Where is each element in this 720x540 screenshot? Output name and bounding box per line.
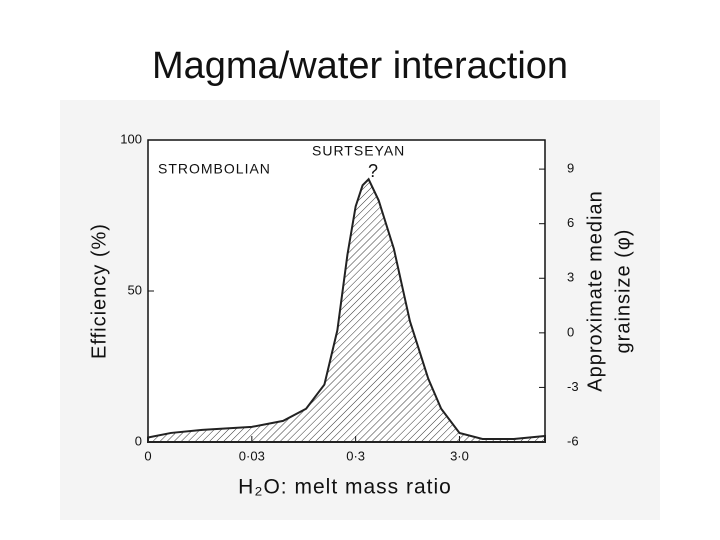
slide-title: Magma/water interaction (152, 45, 568, 87)
x-axis-label: H₂O: melt mass ratio (238, 476, 452, 499)
y2-tick-label: -3 (567, 379, 579, 394)
x-tick-label: 0·3 (346, 448, 365, 463)
y2-tick-label: 9 (567, 161, 574, 176)
y2-axis-label: grainsize (φ) (612, 229, 634, 354)
annotation: SURTSEYAN (312, 143, 405, 159)
area (147, 177, 546, 443)
y2-tick-label: -6 (567, 433, 579, 448)
y2-tick-label: 6 (567, 215, 574, 230)
y2-tick-label: 0 (567, 324, 574, 339)
y2-axis-label: Approximate median (584, 190, 606, 391)
y-axis-label: Efficiency (%) (88, 223, 110, 359)
y-tick-label: 0 (135, 433, 142, 448)
annotation: STROMBOLIAN (158, 161, 271, 177)
y-tick-label: 50 (128, 282, 142, 297)
annotation: ? (368, 161, 379, 181)
x-tick-label: 3·0 (450, 448, 469, 463)
x-tick-label: 0 (144, 448, 151, 463)
x-tick-label: 0·03 (239, 448, 265, 463)
y-tick-label: 100 (120, 131, 142, 146)
y2-tick-label: 3 (567, 270, 574, 285)
